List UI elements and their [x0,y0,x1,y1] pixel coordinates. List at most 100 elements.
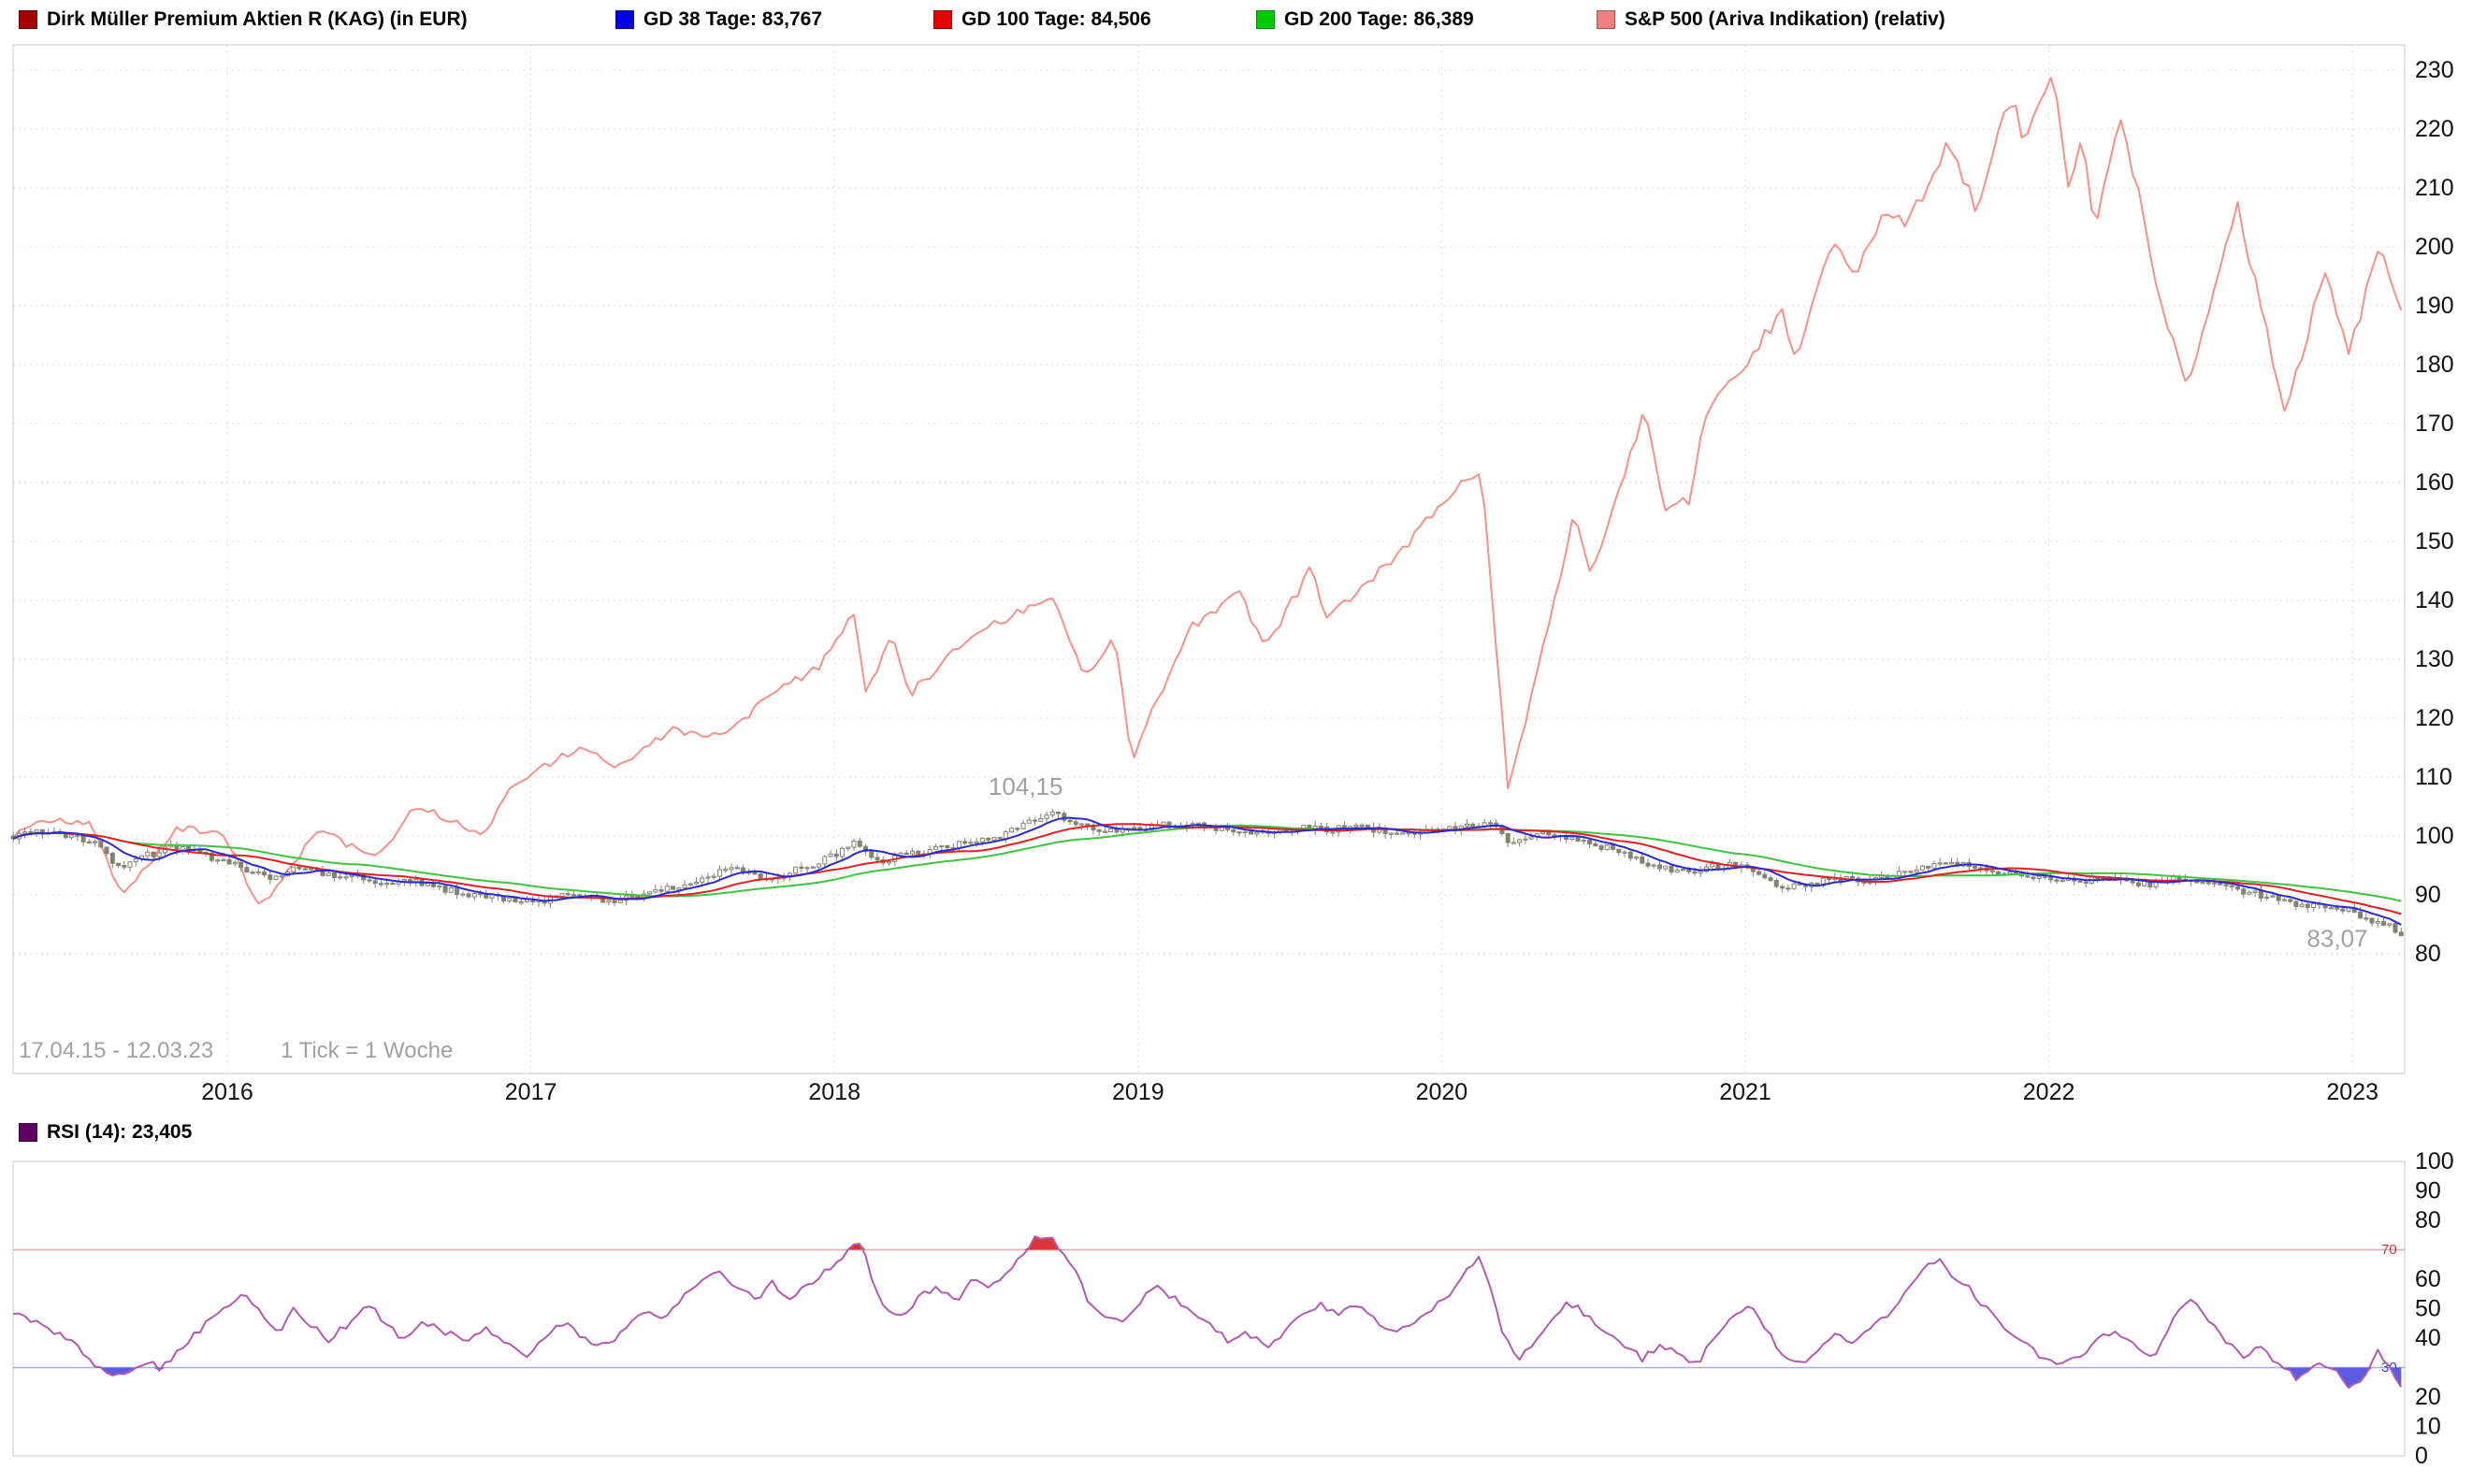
rsi-series-label: RSI (14): 23,405 [47,1121,193,1143]
candle-body [2212,882,2217,885]
candle-body [571,894,576,897]
footer-note: 17.04.15 - 12.03.23 1 Tick = 1 Woche [19,1038,453,1063]
candle-body [1044,814,1049,819]
sp500-series-swatch [1597,10,1615,29]
candle-body [34,828,39,833]
fund-series-label: Dirk Müller Premium Aktien R (KAG) (in E… [47,8,468,30]
gd200-series-label: GD 200 Tage: 86,389 [1284,8,1474,30]
candle-body [2258,890,2263,899]
candle-body [846,846,851,849]
candle-body [817,863,822,868]
candle-body [956,841,961,849]
candle-body [215,859,221,862]
candle-body [810,866,816,869]
candle-body [1973,866,1978,869]
x-tick-label: 2021 [1719,1079,1771,1105]
candle-body [1465,823,1469,827]
candle-body [1768,877,1773,882]
candle-body [151,851,156,857]
candle-body [752,872,758,875]
candle-body [1598,845,1604,850]
candle-body [466,893,471,898]
candle-body [2036,875,2042,879]
candle-body [1681,869,1685,872]
rsi-y-tick-label: 90 [2415,1178,2441,1204]
candle-body [2142,881,2147,886]
sp500-line [12,77,2403,905]
candle-body [1056,811,1061,814]
candle-body [255,872,261,874]
candle-body [653,889,658,893]
candle-body [1587,839,1593,845]
candle-body [442,885,448,893]
gd38-line [12,816,2402,926]
candle-body [86,841,92,843]
candle-body [1651,864,1656,867]
candle-body [2375,920,2380,924]
candle-body [367,879,372,882]
candle-body [1645,862,1651,867]
candle-body [239,861,244,869]
candle-body [2398,931,2404,937]
candle-body [799,866,804,869]
candle-body [857,841,862,847]
candle-body [1546,831,1552,836]
candle-body [1914,869,1919,873]
candle-body [1926,865,1931,869]
candle-body [1604,844,1610,851]
candle-body [1020,822,1026,829]
candle-body [1785,887,1791,890]
candle-body [687,883,693,886]
candle-body [2364,917,2369,920]
sp500-series-label: S&P 500 (Ariva Indikation) (relativ) [1625,8,1945,30]
candle-body [525,899,529,902]
candle-body [302,868,308,871]
legend-item-sp500: S&P 500 (Ariva Indikation) (relativ) [1597,7,1945,32]
candle-body [116,862,121,867]
candle-body [617,900,623,903]
candle-body [577,894,583,897]
candle-body [962,841,968,844]
candle-body [1395,832,1400,835]
candle-body [1242,830,1248,833]
candle-body [372,880,378,885]
candle-body [910,850,915,855]
rsi-y-tick-label: 100 [2415,1148,2454,1174]
candle-body [1611,844,1615,850]
gd200-line [12,824,2402,902]
main-x-axis-labels: 2016 2017 2018 2019 2020 2021 2022 2023 [201,1079,2378,1105]
candle-body [513,898,518,903]
candle-body [425,883,430,886]
candle-body [1943,862,1948,865]
candle-body [1949,861,1955,865]
candle-body [1762,873,1768,879]
candle-body [939,844,945,847]
candle-body [401,879,407,882]
candle-body [338,876,343,879]
gd38-series-label: GD 38 Tage: 83,767 [643,8,823,30]
candle-body [717,869,722,877]
candle-body [325,872,331,876]
candle-body [822,856,828,865]
x-tick-label: 2023 [2326,1079,2378,1105]
candle-body [343,876,349,879]
candle-body [1359,824,1365,828]
candle-body [460,893,466,896]
candle-body [1073,821,1078,826]
candle-body [723,869,729,872]
rsi-series-swatch [19,1123,37,1142]
candle-body [1470,823,1476,828]
candle-body [1254,831,1260,835]
candle-body [1791,883,1797,889]
rsi-plot-border [12,1160,2406,1457]
candle-body [2369,917,2375,924]
candle-body [390,883,396,886]
candle-body [2048,876,2054,881]
rsi-threshold-label-70: 70 [2381,1242,2397,1258]
y-tick-label: 210 [2415,175,2454,201]
candle-body [22,831,28,834]
legend-item-gd100: GD 100 Tage: 84,506 [933,7,1151,32]
candle-body [1710,863,1715,868]
